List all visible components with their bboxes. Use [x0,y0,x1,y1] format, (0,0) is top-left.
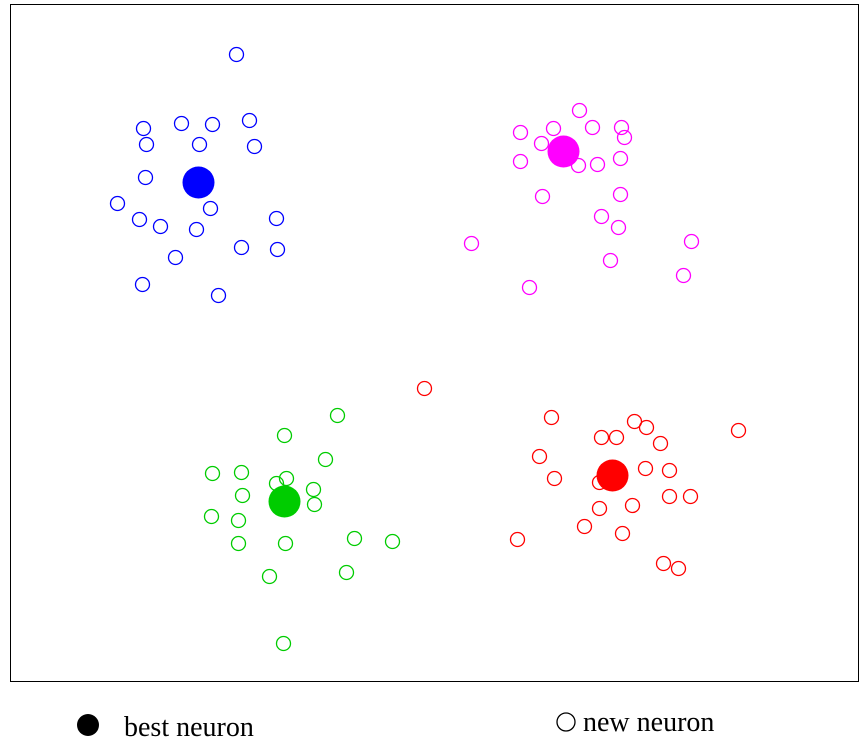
new-neuron-point [346,530,363,547]
new-neuron-point [593,208,610,225]
new-neuron-point [545,120,562,137]
new-neuron-point [134,276,151,293]
new-neuron-point [655,555,672,572]
new-neuron-point [613,119,630,136]
new-neuron-point [675,267,692,284]
new-neuron-point [589,156,606,173]
new-neuron-point [261,568,278,585]
new-neuron-point [602,252,619,269]
new-neuron-point [546,470,563,487]
new-neuron-point [203,508,220,525]
best-neuron-point [268,485,301,518]
new-neuron-point [661,462,678,479]
new-neuron-point [338,564,355,581]
plot-frame [10,4,859,682]
new-neuron-point [234,487,251,504]
new-neuron-point [202,200,219,217]
new-neuron-point [626,413,643,430]
new-neuron-point [683,233,700,250]
legend-best-neuron-marker [77,714,99,736]
new-neuron-point [277,535,294,552]
best-neuron-point [596,459,629,492]
new-neuron-point [191,136,208,153]
new-neuron-point [269,241,286,258]
new-neuron-point [275,635,292,652]
new-neuron-point [652,435,669,452]
new-neuron-point [624,497,641,514]
new-neuron-point [305,481,322,498]
new-neuron-point [612,150,629,167]
new-neuron-point [416,380,433,397]
best-neuron-point [182,166,215,199]
new-neuron-point [173,115,190,132]
new-neuron-point [317,451,334,468]
new-neuron-point [570,157,587,174]
best-neuron-point [547,135,580,168]
new-neuron-point [152,218,169,235]
new-neuron-point [241,112,258,129]
new-neuron-point [512,153,529,170]
new-neuron-point [661,488,678,505]
new-neuron-point [534,188,551,205]
new-neuron-point [614,525,631,542]
new-neuron-point [230,535,247,552]
new-neuron-point [210,287,227,304]
new-neuron-point [521,279,538,296]
new-neuron-point [384,533,401,550]
new-neuron-point [204,465,221,482]
new-neuron-point [306,496,323,513]
data-marks [109,46,747,652]
legend-new-neuron-label: new neuron [583,707,714,738]
new-neuron-point [638,419,655,436]
new-neuron-point [463,235,480,252]
new-neuron-point [137,169,154,186]
new-neuron-point [730,422,747,439]
new-neuron-point [616,129,633,146]
new-neuron-point [268,210,285,227]
new-neuron-point [584,119,601,136]
new-neuron-point [608,429,625,446]
legend-best-neuron-label: best neuron [124,712,254,740]
new-neuron-point [509,531,526,548]
new-neuron-point [233,464,250,481]
new-neuron-point [612,186,629,203]
new-neuron-point [276,427,293,444]
new-neuron-point [533,135,550,152]
new-neuron-point [329,407,346,424]
new-neuron-point [109,195,126,212]
new-neuron-point [204,116,221,133]
new-neuron-point [188,221,205,238]
new-neuron-point [610,219,627,236]
new-neuron-point [576,518,593,535]
new-neuron-point [670,560,687,577]
new-neuron-point [571,102,588,119]
legend-new-neuron-marker [556,712,576,732]
new-neuron-point [591,500,608,517]
new-neuron-point [138,136,155,153]
new-neuron-point [131,211,148,228]
new-neuron-point [543,409,560,426]
new-neuron-point [593,429,610,446]
new-neuron-point [682,488,699,505]
new-neuron-point [512,124,529,141]
new-neuron-point [246,138,263,155]
new-neuron-point [233,239,250,256]
new-neuron-point [637,460,654,477]
new-neuron-point [228,46,245,63]
new-neuron-point [278,470,295,487]
new-neuron-point [135,120,152,137]
new-neuron-point [230,512,247,529]
new-neuron-point [167,249,184,266]
legend: best neuron new neuron [77,707,714,740]
new-neuron-point [531,448,548,465]
